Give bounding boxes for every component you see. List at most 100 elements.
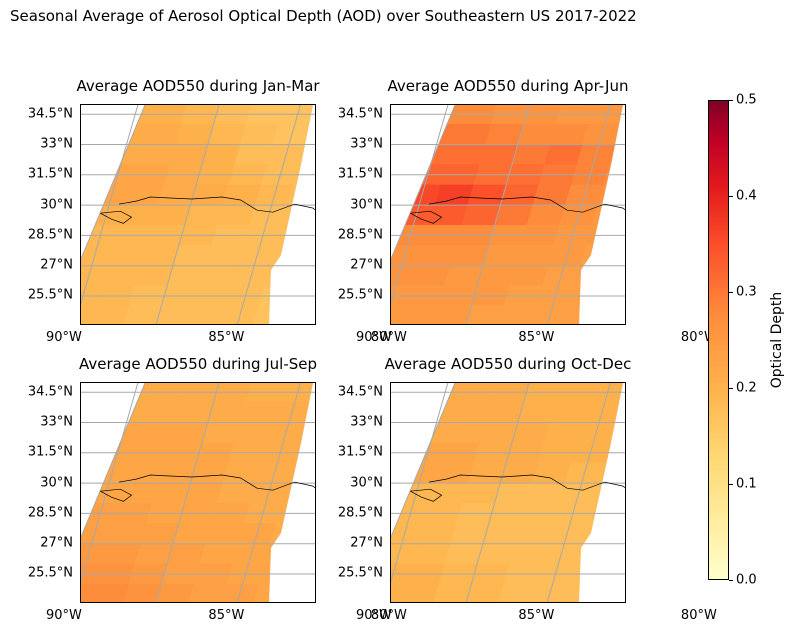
longitude-line	[465, 105, 530, 324]
heatmap-cell	[136, 144, 176, 166]
graticule	[81, 383, 315, 602]
heatmap-cell	[90, 583, 130, 602]
heatmap-cell	[515, 245, 555, 266]
heatmap-cell	[166, 543, 206, 565]
colorbar-tick-label: 0.1	[736, 476, 757, 492]
panel-title: Average AOD550 during Oct-Dec	[384, 355, 632, 373]
latitude-label: 31.5°N	[27, 166, 73, 182]
latitude-label: 27°N	[350, 257, 383, 273]
latitude-label: 25.5°N	[337, 287, 383, 303]
longitude-label: 85°W	[518, 330, 555, 345]
heatmap-cell	[400, 583, 440, 602]
mississippi-delta-coastline	[410, 210, 443, 224]
map-panel: Average AOD550 during Jul-Sep 34.5°N 33°N 3…	[28, 355, 407, 623]
colorbar-tick-label: 0.3	[736, 284, 757, 300]
heatmap-cell	[216, 204, 256, 226]
heatmap-cell	[515, 523, 555, 544]
heatmap-cell	[498, 305, 537, 324]
heatmap-cell	[172, 245, 212, 266]
heatmap-cell	[222, 184, 262, 206]
heatmap-cell	[494, 204, 534, 226]
heatmap-cell	[140, 245, 180, 266]
swath-edge-west	[391, 105, 455, 324]
colorbar-tick-label: 0.4	[736, 188, 757, 204]
heatmap-cell	[205, 245, 245, 266]
heatmap-cell	[450, 523, 490, 544]
heatmap-cell	[446, 144, 486, 166]
mississippi-delta-coastline	[410, 488, 443, 502]
heatmap-cell	[134, 265, 174, 287]
latitude-label: 33°N	[350, 414, 383, 430]
map-frame	[80, 104, 316, 325]
longitude-line	[81, 105, 139, 305]
latitude-label: 25.5°N	[337, 565, 383, 581]
swath-edge-line	[81, 105, 146, 261]
swath-edge-east	[579, 383, 625, 602]
heatmap-cell	[509, 265, 549, 287]
longitude-label: 80°W	[370, 330, 407, 345]
swath-edge-line	[391, 105, 456, 261]
heatmap-cell	[157, 184, 197, 206]
heatmap-cell	[511, 422, 551, 444]
heatmap-cell	[239, 401, 279, 423]
heatmap-cell	[526, 204, 566, 226]
longitude-line	[155, 105, 220, 324]
swath-edge-east	[579, 105, 625, 324]
map-frame	[390, 104, 626, 325]
heatmap-cell	[216, 482, 256, 504]
latitude-label: 31.5°N	[337, 166, 383, 182]
heatmap-cell	[433, 305, 472, 324]
graticule	[81, 105, 315, 324]
heatmap-cell	[549, 401, 589, 423]
heatmap-cell	[199, 543, 239, 565]
heatmap-cell	[476, 265, 516, 287]
latitude-label: 31.5°N	[27, 444, 73, 460]
heatmap-cell	[494, 482, 534, 504]
swath-edge-west	[81, 105, 145, 324]
heatmap-cell	[499, 462, 540, 484]
coastline	[429, 196, 625, 213]
figure-title: Seasonal Average of Aerosol Optical Dept…	[10, 7, 637, 25]
heatmap-cell	[517, 401, 557, 423]
heatmap-cell	[201, 422, 241, 444]
graticule	[391, 383, 625, 602]
heatmap-cell	[499, 184, 540, 206]
heatmap-cell	[482, 523, 522, 544]
heatmap-cell	[90, 305, 130, 324]
heatmap-cell	[400, 305, 440, 324]
heatmap-cell	[222, 462, 262, 484]
heatmap-cell	[142, 401, 182, 423]
longitude-label: 90°W	[45, 330, 82, 345]
heatmap-cell	[168, 144, 209, 166]
latitude-label: 28.5°N	[27, 227, 73, 243]
latitude-label: 28.5°N	[337, 505, 383, 521]
heatmap-cell	[511, 144, 551, 166]
longitude-label: 85°W	[208, 608, 245, 623]
heatmap-cell	[140, 523, 180, 544]
latitude-label: 33°N	[40, 136, 73, 152]
latitude-label: 25.5°N	[27, 565, 73, 581]
panel-title: Average AOD550 during Jan-Mar	[76, 77, 320, 95]
heatmap-cell	[411, 543, 451, 565]
heatmap-cell	[482, 245, 522, 266]
heatmap-cell	[417, 245, 457, 266]
colorbar-label: Optical Depth	[769, 291, 785, 389]
latitude-label: 34.5°N	[337, 106, 383, 122]
longitude-line	[81, 383, 139, 583]
heatmap-cell	[107, 245, 147, 266]
latitude-label: 30°N	[40, 475, 73, 491]
colorbar-tick-label: 0.2	[736, 380, 757, 396]
heatmap-cell	[543, 422, 584, 444]
heatmap-cell	[188, 305, 227, 324]
map-panel: Average AOD550 during Jan-Mar 34.5°N 33°N 3…	[28, 77, 407, 345]
coastline	[119, 474, 315, 491]
map-frame	[80, 382, 316, 603]
swath-edge-east	[269, 383, 315, 602]
heatmap-cell	[461, 482, 501, 504]
heatmap-cell	[532, 184, 572, 206]
heatmap-cell	[168, 422, 209, 444]
map-canvas	[391, 105, 625, 324]
heatmap-cell	[509, 543, 549, 565]
heatmap-cell	[172, 523, 212, 544]
colorbar	[708, 100, 729, 580]
